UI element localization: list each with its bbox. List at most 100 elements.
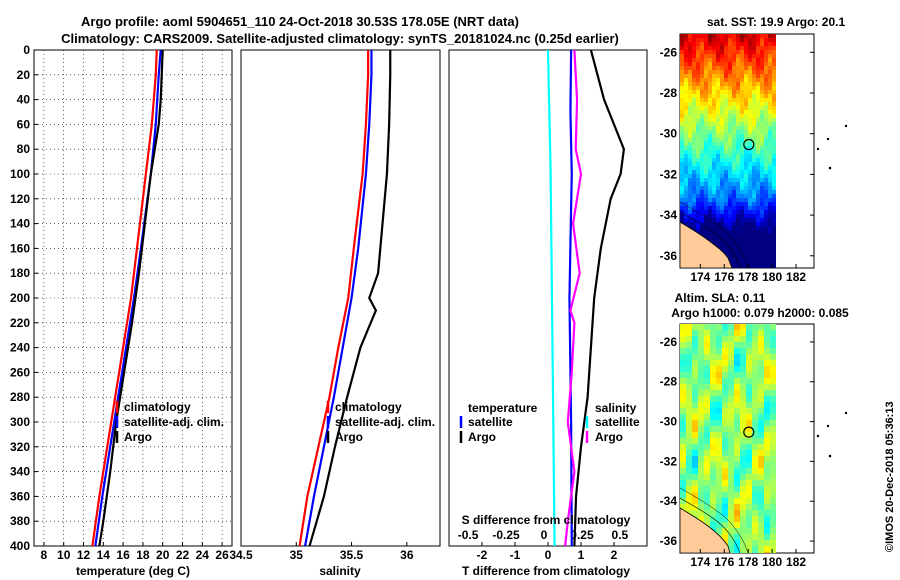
map-cell (696, 174, 701, 179)
map-cell (684, 202, 689, 207)
map-cell (740, 516, 747, 523)
map-cell (732, 166, 737, 171)
map-cell (728, 154, 733, 159)
sst-coastline (680, 201, 749, 268)
map-cell (740, 66, 745, 71)
map-cell (680, 126, 685, 131)
y-tick-label: 0 (23, 43, 30, 57)
map-cell (744, 150, 749, 155)
map-cell (716, 528, 723, 535)
map-cell (770, 534, 777, 541)
map-cell (732, 262, 737, 267)
map-cell (684, 74, 689, 79)
map-cell (716, 384, 723, 391)
x-tick-label: 26 (215, 548, 229, 562)
map-cell (772, 194, 777, 199)
map-cell (768, 154, 773, 159)
map-cell (684, 210, 689, 215)
map-cell (732, 62, 737, 67)
map-cell (680, 414, 687, 421)
map-cell (736, 34, 741, 39)
map-cell (740, 552, 747, 553)
map-cell (692, 372, 699, 379)
map-cell (724, 234, 729, 239)
map-cell (728, 348, 735, 355)
map-cell (744, 254, 749, 259)
map-cell (764, 82, 769, 87)
map-cell (772, 62, 777, 67)
map-cell (716, 150, 721, 155)
map-cell (680, 146, 685, 151)
map-cell (680, 186, 685, 191)
map-cell (752, 396, 759, 403)
map-cell (716, 214, 721, 219)
map-cell (736, 238, 741, 243)
map-cell (712, 154, 717, 159)
map-cell (716, 396, 723, 403)
map-cell (688, 62, 693, 67)
map-cell (712, 102, 717, 107)
map-cell (688, 110, 693, 115)
map-cell (732, 206, 737, 211)
map-cell (692, 450, 699, 457)
map-cell (736, 66, 741, 71)
map-cell (770, 462, 777, 469)
map-cell (772, 142, 777, 147)
map-cell (756, 162, 761, 167)
map-cell (756, 226, 761, 231)
map-cell (688, 126, 693, 131)
map-cell (764, 162, 769, 167)
map-cell (680, 182, 685, 187)
map-cell (764, 166, 769, 171)
map-cell (710, 462, 717, 469)
map-cell (716, 498, 723, 505)
x-tick-label: 35 (290, 548, 304, 562)
map-cell (740, 126, 745, 131)
map-cell (764, 492, 771, 499)
map-cell (720, 238, 725, 243)
salinity-profile-lines (298, 50, 392, 547)
map-cell (716, 486, 723, 493)
map-cell (746, 492, 753, 499)
map-cell (692, 110, 697, 115)
map-cell (752, 190, 757, 195)
map-cell (708, 198, 713, 203)
map-cell (752, 408, 759, 415)
map-cell (768, 106, 773, 111)
map-cell (732, 190, 737, 195)
map-cell (732, 42, 737, 47)
map-cell (746, 372, 753, 379)
map-cell (692, 474, 699, 481)
map-cell (722, 420, 729, 427)
map-cell (692, 182, 697, 187)
map-cell (704, 126, 709, 131)
map-cell (752, 186, 757, 191)
map-cell (734, 456, 741, 463)
map-cell (740, 170, 745, 175)
map-cell (764, 94, 769, 99)
map-cell (724, 214, 729, 219)
map-cell (720, 234, 725, 239)
map-cell (748, 186, 753, 191)
map-cell (758, 366, 765, 373)
map-cell (708, 122, 713, 127)
map-cell (764, 238, 769, 243)
map-cell (736, 50, 741, 55)
map-cell (772, 174, 777, 179)
map-cell (748, 174, 753, 179)
map-cell (740, 486, 747, 493)
map-cell (712, 70, 717, 75)
map-cell (764, 408, 771, 415)
map-cell (688, 158, 693, 163)
map-cell (696, 194, 701, 199)
map-cell (684, 46, 689, 51)
map-cell (680, 492, 687, 499)
map-cell (758, 510, 765, 517)
map-cell (740, 402, 747, 409)
map-cell (756, 106, 761, 111)
map-cell (686, 420, 693, 427)
map-cell (740, 46, 745, 51)
map-cell (756, 134, 761, 139)
map-cell (710, 360, 717, 367)
map-cell (744, 38, 749, 43)
